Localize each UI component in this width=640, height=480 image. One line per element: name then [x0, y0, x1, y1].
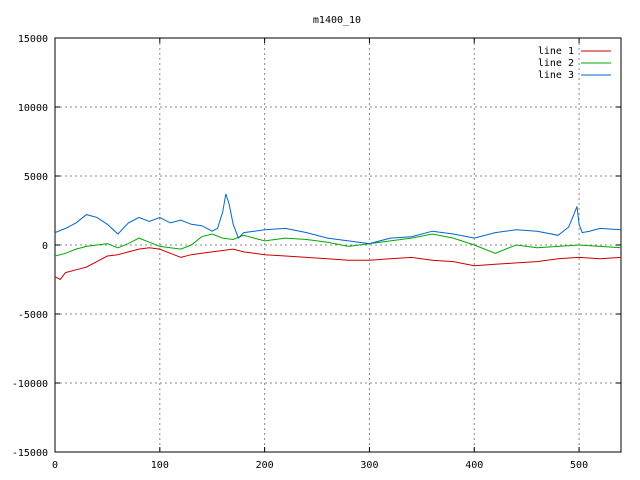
x-tick-label: 500	[570, 460, 588, 471]
y-tick-label: 0	[42, 241, 48, 252]
series-line-3	[54, 193, 622, 245]
series-line-2	[54, 233, 622, 257]
y-tick-label: -5000	[18, 310, 48, 321]
x-tick-label: 0	[52, 460, 58, 471]
series-group	[54, 193, 622, 281]
x-tick-label: 100	[151, 460, 169, 471]
legend-label: line 2	[538, 58, 574, 69]
legend-label: line 1	[538, 46, 574, 57]
chart-title: m1400_10	[313, 15, 361, 26]
y-tick-label: 5000	[24, 172, 48, 183]
grid	[55, 38, 621, 452]
y-tick-label: 15000	[18, 34, 48, 45]
axis-ticks: 0 100 200 300 400 500 -15000 -10000 -5000 0 5000 10…	[12, 34, 621, 471]
series-line-1	[54, 247, 622, 281]
y-tick-label: -15000	[12, 448, 48, 459]
y-tick-label: 10000	[18, 103, 48, 114]
legend-label: line 3	[538, 70, 574, 81]
y-tick-label: -10000	[12, 379, 48, 390]
x-tick-label: 400	[465, 460, 483, 471]
x-tick-label: 200	[256, 460, 274, 471]
x-tick-label: 300	[360, 460, 378, 471]
